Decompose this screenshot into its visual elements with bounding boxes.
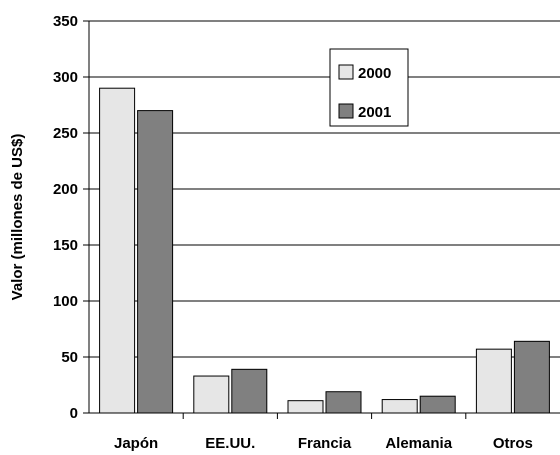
y-tick-label: 50 (61, 349, 78, 366)
bar-2000-4 (475, 348, 512, 414)
y-axis-title: Valor (millones de US$) (9, 134, 26, 301)
bar-2000-2 (287, 400, 324, 414)
x-tick-label: EE.UU. (205, 435, 255, 452)
legend: 2000 2001 (329, 48, 409, 127)
y-tick-labels: 0 50 100 150 200 250 300 350 (53, 13, 78, 422)
x-tick-label: Francia (298, 435, 352, 452)
y-tick-label: 300 (53, 69, 78, 86)
legend-swatch-2001 (338, 103, 354, 119)
bar-2001-3 (419, 395, 456, 414)
legend-label-2000: 2000 (358, 65, 391, 82)
y-tick-label: 350 (53, 13, 78, 30)
bars (99, 87, 550, 414)
legend-label-2001: 2001 (358, 104, 391, 121)
x-tick-label: Alemania (385, 435, 452, 452)
y-tick-label: 0 (70, 405, 78, 422)
y-tick-label: 150 (53, 237, 78, 254)
y-tick-label: 250 (53, 125, 78, 142)
bar-2001-2 (325, 391, 362, 414)
y-tick-label: 100 (53, 293, 78, 310)
bar-2001-4 (513, 340, 550, 414)
x-tick-labels: Japón EE.UU. Francia Alemania Otros (114, 435, 533, 452)
axes (83, 20, 560, 419)
y-tick-label: 200 (53, 181, 78, 198)
bar-2001-0 (137, 110, 174, 414)
bar-2001-1 (231, 368, 268, 414)
bar-2000-0 (99, 87, 136, 414)
x-tick-label: Japón (114, 435, 158, 452)
bar-2000-3 (381, 399, 418, 414)
x-tick-label: Otros (493, 435, 533, 452)
legend-swatch-2000 (338, 64, 354, 80)
bar-2000-1 (193, 375, 230, 414)
